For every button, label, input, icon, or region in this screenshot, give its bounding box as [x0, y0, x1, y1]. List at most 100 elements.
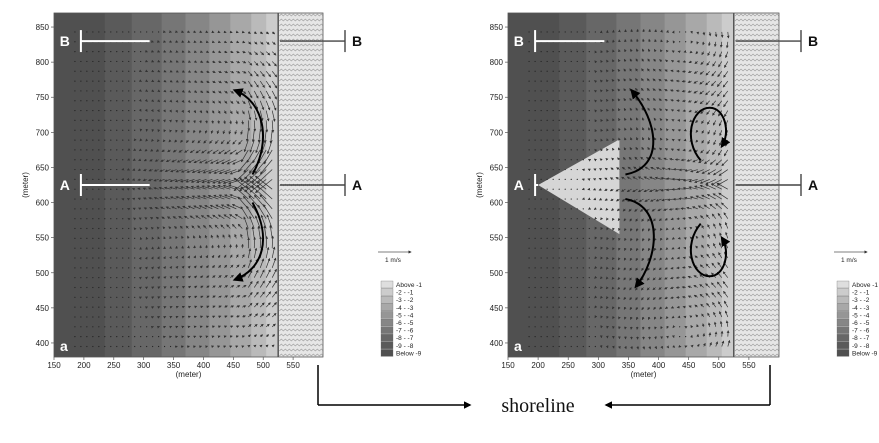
velocity-arrow [224, 80, 229, 84]
vector-dot [86, 149, 88, 151]
vector-dot [588, 139, 590, 141]
velocity-arrow [187, 255, 190, 259]
vector-dot [128, 247, 130, 249]
vector-dot [98, 345, 100, 348]
velocity-arrow [612, 306, 615, 310]
velocity-arrow [611, 276, 615, 280]
vector-dot [534, 159, 536, 161]
velocity-arrow [157, 89, 161, 93]
vector-dot [116, 139, 118, 141]
velocity-arrow [234, 213, 243, 219]
velocity-arrow [242, 295, 247, 298]
vector-dot [570, 267, 572, 269]
x-tick-label: 500 [257, 361, 271, 370]
vector-dot [558, 51, 560, 53]
velocity-arrow [612, 247, 615, 251]
vector-dot [570, 80, 572, 82]
vector-dot [558, 267, 560, 269]
swash-hatch [279, 188, 323, 192]
vector-dot [110, 208, 112, 210]
vector-dot [558, 80, 560, 82]
swash-hatch [279, 128, 323, 132]
vector-dot [540, 109, 542, 112]
vector-dot [528, 345, 530, 348]
velocity-arrow [594, 256, 598, 260]
vector-dot [122, 247, 124, 249]
velocity-arrow [151, 276, 155, 280]
vector-dot [552, 237, 554, 239]
vector-dot [582, 218, 584, 220]
velocity-arrow [259, 258, 265, 268]
vector-dot [140, 326, 142, 328]
vector-dot [546, 168, 548, 171]
swash-hatch [279, 308, 323, 312]
velocity-arrow [206, 90, 210, 94]
vector-dot [570, 218, 572, 220]
velocity-arrow [206, 315, 210, 319]
vector-dot [110, 277, 112, 279]
vector-dot [570, 336, 572, 338]
vector-dot [558, 90, 560, 92]
vector-dot [588, 129, 590, 131]
velocity-arrow [137, 178, 141, 181]
vector-dot [576, 247, 578, 249]
vector-dot [134, 90, 136, 92]
velocity-arrow [248, 41, 252, 45]
velocity-arrow [224, 325, 228, 329]
velocity-arrow [259, 110, 264, 122]
vector-dot [116, 345, 118, 348]
vector-dot [98, 316, 100, 318]
velocity-arrow [224, 70, 229, 74]
x-tick-label: 300 [137, 361, 151, 370]
velocity-arrow [212, 214, 219, 219]
vector-dot [110, 306, 112, 308]
vector-dot [528, 326, 530, 328]
velocity-arrow [194, 90, 198, 93]
vector-dot [685, 41, 687, 43]
vector-dot [582, 60, 584, 63]
vector-dot [110, 198, 112, 200]
vector-dot [86, 168, 88, 171]
velocity-arrow [187, 275, 191, 279]
swash-hatch [279, 123, 323, 127]
vector-dot [146, 31, 148, 33]
vector-dot [534, 286, 536, 289]
velocity-arrow [259, 291, 265, 298]
vector-dot [74, 198, 76, 200]
velocity-arrow [682, 148, 686, 152]
vector-dot [98, 139, 100, 141]
legend-swatch [836, 334, 850, 342]
velocity-arrow [151, 286, 155, 290]
velocity-arrow [242, 40, 246, 44]
vector-dot [92, 345, 94, 348]
vector-dot [92, 70, 94, 72]
vector-dot [564, 159, 566, 161]
vector-dot [582, 149, 584, 151]
velocity-arrow [181, 315, 185, 319]
vector-dot [588, 51, 590, 53]
vector-dot [98, 60, 100, 63]
panel-letter: a [514, 338, 522, 354]
vector-dot [546, 326, 548, 328]
vector-dot [528, 227, 530, 230]
vector-dot [140, 60, 142, 63]
vector-dot [128, 286, 130, 289]
vector-dot [540, 286, 542, 289]
vector-dot [540, 159, 542, 161]
velocity-arrow [187, 109, 190, 114]
vector-dot [92, 178, 94, 180]
vector-dot [564, 198, 566, 200]
vector-dot [92, 100, 94, 102]
vector-dot [546, 90, 548, 92]
vector-dot [540, 198, 542, 200]
velocity-arrow [193, 100, 197, 104]
vector-dot [576, 277, 578, 279]
velocity-arrow [212, 80, 216, 84]
velocity-arrow [236, 70, 241, 74]
vector-dot [98, 198, 100, 200]
vector-dot [558, 326, 560, 328]
circulation-arrow-south [232, 202, 265, 282]
section-label-right: A [808, 177, 818, 193]
vector-dot [564, 80, 566, 82]
velocity-arrow [243, 216, 249, 229]
